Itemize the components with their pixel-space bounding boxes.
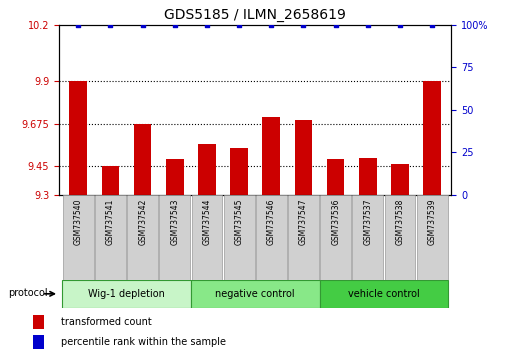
Text: percentile rank within the sample: percentile rank within the sample (61, 337, 226, 347)
Bar (423, 81, 441, 195)
Bar (391, 165, 409, 195)
Point (331, 22, 340, 28)
Bar (263, 117, 280, 195)
Text: GSM737538: GSM737538 (396, 199, 404, 245)
Text: GSM737542: GSM737542 (138, 199, 147, 245)
Text: GSM737544: GSM737544 (203, 199, 211, 245)
Text: GSM737539: GSM737539 (428, 199, 437, 245)
Bar (127, 195, 158, 280)
Point (267, 22, 275, 28)
Bar (191, 195, 223, 280)
Text: transformed count: transformed count (61, 318, 151, 327)
Point (139, 22, 147, 28)
Text: Wig-1 depletion: Wig-1 depletion (88, 289, 165, 299)
Bar (320, 195, 351, 280)
Bar (62, 280, 191, 308)
Point (171, 22, 179, 28)
Bar (352, 195, 383, 280)
Text: GSM737537: GSM737537 (363, 199, 372, 245)
Bar (95, 195, 126, 280)
Title: GDS5185 / ILMN_2658619: GDS5185 / ILMN_2658619 (164, 8, 346, 22)
Bar (256, 195, 287, 280)
Text: negative control: negative control (215, 289, 295, 299)
Bar (102, 166, 120, 195)
Bar (160, 195, 190, 280)
Bar (385, 195, 416, 280)
Point (396, 22, 404, 28)
Bar (327, 159, 345, 195)
Point (235, 22, 243, 28)
Bar (230, 148, 248, 195)
Bar (69, 81, 87, 195)
Bar (33, 335, 44, 348)
Bar (288, 195, 319, 280)
Text: GSM737546: GSM737546 (267, 199, 276, 245)
Bar (294, 120, 312, 195)
Bar (417, 195, 447, 280)
Bar (33, 315, 44, 329)
Text: GSM737540: GSM737540 (74, 199, 83, 245)
Point (428, 22, 436, 28)
Text: vehicle control: vehicle control (348, 289, 420, 299)
Point (106, 22, 114, 28)
Text: GSM737545: GSM737545 (234, 199, 244, 245)
Bar (134, 124, 151, 195)
Bar (359, 158, 377, 195)
Bar (224, 195, 254, 280)
Bar (191, 280, 320, 308)
Text: GSM737547: GSM737547 (299, 199, 308, 245)
Text: protocol: protocol (8, 288, 47, 298)
Point (74, 22, 83, 28)
Point (300, 22, 308, 28)
Bar (166, 159, 184, 195)
Point (364, 22, 372, 28)
Text: GSM737536: GSM737536 (331, 199, 340, 245)
Bar (320, 280, 448, 308)
Text: GSM737541: GSM737541 (106, 199, 115, 245)
Bar (63, 195, 94, 280)
Point (203, 22, 211, 28)
Text: GSM737543: GSM737543 (170, 199, 180, 245)
Bar (198, 144, 216, 195)
